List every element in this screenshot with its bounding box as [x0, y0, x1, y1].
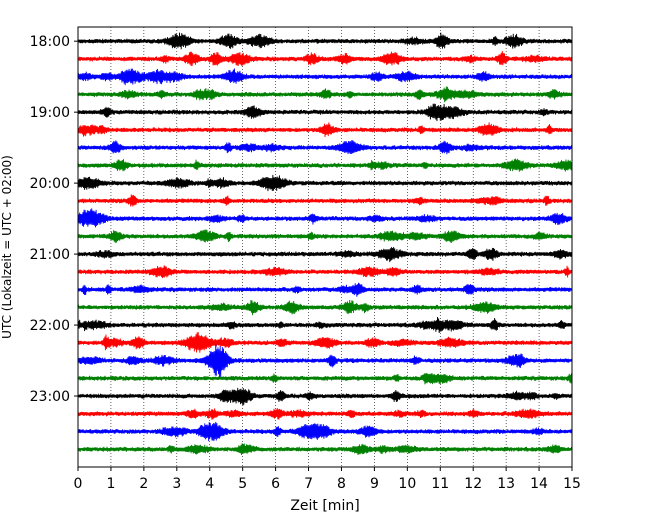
x-tick-label: 8: [337, 476, 346, 492]
x-tick-label: 6: [271, 476, 280, 492]
trace-line: [77, 229, 573, 243]
trace-line: [77, 282, 573, 297]
x-axis-title: Zeit [min]: [290, 498, 359, 514]
grid-lines: [110, 27, 540, 467]
x-tick-label: 2: [139, 476, 148, 492]
y-axis-title: UTC (Lokalzeit = UTC + 02:00): [0, 155, 14, 339]
x-tick-label: 3: [172, 476, 181, 492]
x-tick-label: 12: [464, 476, 482, 492]
trace-line: [77, 387, 573, 406]
trace-line: [77, 68, 573, 86]
trace-line: [77, 140, 573, 155]
trace-line: [77, 174, 573, 192]
trace-line: [77, 443, 573, 456]
trace-line: [77, 158, 573, 172]
x-tick-label: 4: [205, 476, 214, 492]
y-tick-label: 20:00: [30, 176, 70, 192]
trace-line: [77, 407, 573, 420]
x-tick-label: 9: [370, 476, 379, 492]
trace-line: [77, 208, 573, 228]
trace-line: [77, 194, 573, 207]
trace-line: [77, 299, 573, 316]
trace-line: [77, 317, 573, 334]
x-tick-label: 5: [238, 476, 247, 492]
x-tick-label: 13: [497, 476, 515, 492]
trace-line: [77, 421, 573, 442]
trace-line: [77, 103, 573, 122]
x-tick-label: 11: [431, 476, 449, 492]
y-tick-label: 18:00: [30, 34, 70, 50]
trace-line: [77, 86, 573, 103]
y-tick-label: 23:00: [30, 389, 70, 405]
y-tick-label: 21:00: [30, 247, 70, 263]
y-tick-label: 22:00: [30, 318, 70, 334]
x-tick-label: 15: [563, 476, 581, 492]
trace-line: [77, 32, 573, 50]
trace-line: [77, 51, 573, 67]
y-axis: 18:00 19:00 20:00 21:00 22:00 23:00: [30, 34, 78, 405]
trace-line: [77, 247, 573, 263]
x-tick-label: 7: [304, 476, 313, 492]
plot-frame: [77, 26, 573, 468]
x-axis: 0 1 2 3 4 5 6 7 8 9 10 11 12 13 14 15: [74, 467, 581, 492]
x-tick-label: 14: [530, 476, 548, 492]
trace-line: [77, 344, 573, 378]
y-tick-label: 19:00: [30, 105, 70, 121]
trace-line: [77, 332, 573, 353]
trace-line: [77, 122, 573, 137]
x-tick-label: 0: [74, 476, 83, 492]
seismic-traces: [77, 32, 573, 456]
trace-line: [77, 373, 573, 385]
x-tick-label: 10: [398, 476, 416, 492]
x-tick-label: 1: [106, 476, 115, 492]
trace-line: [77, 265, 573, 279]
